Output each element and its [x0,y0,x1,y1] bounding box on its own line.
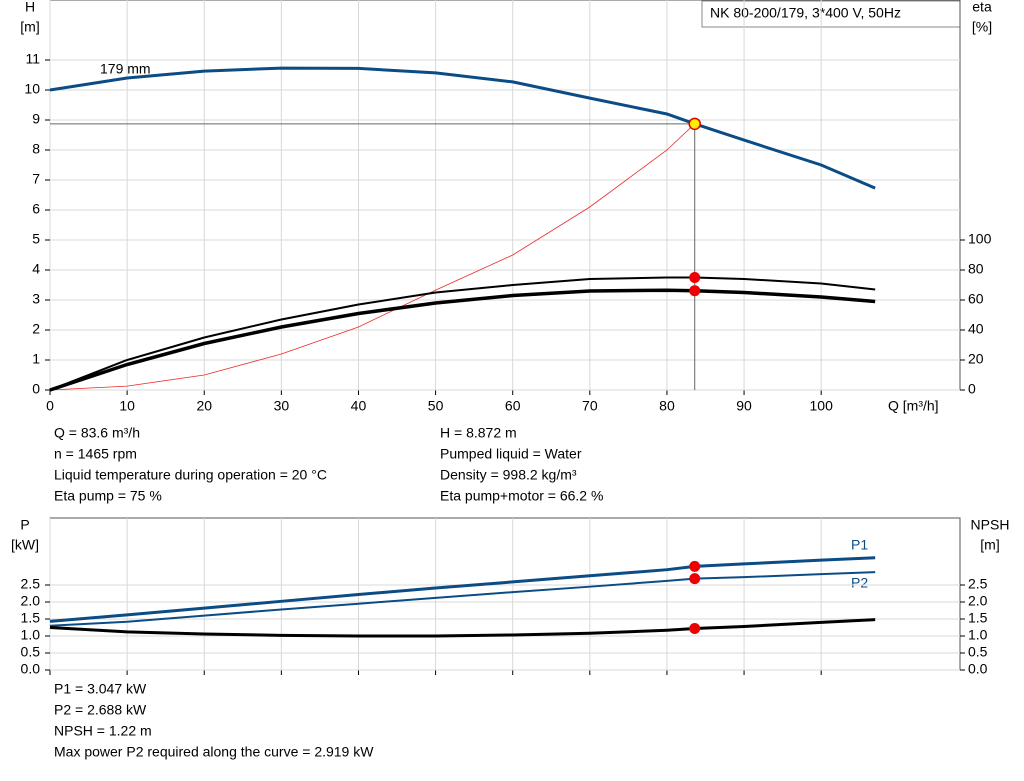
y-tick-label: 11 [25,51,40,67]
y2-tick-label: 0 [968,381,976,397]
title: NK 80-200/179, 3*400 V, 50Hz [710,5,901,21]
y-tick-label: 1.5 [21,610,41,626]
x-tick-label: 30 [274,398,290,414]
info-text: H = 8.872 m [440,425,517,441]
x-tick-label: 100 [810,398,834,414]
y-tick-label: 9 [32,111,40,127]
series-label: P1 [851,537,868,553]
y2-tick-label: 0.5 [968,644,988,660]
x-tick-label: 60 [505,398,521,414]
series-label: P2 [851,575,868,591]
y2-tick-label: 1.0 [968,627,988,643]
y-tick-label: 0.0 [21,661,41,677]
y2-tick-label: 100 [968,231,992,247]
y-tick-label: 1.0 [21,627,41,643]
info-text: Pumped liquid = Water [440,446,582,462]
operating-point [688,117,701,131]
operating-point [689,272,701,283]
info-text: Liquid temperature during operation = 20… [54,467,327,483]
y-tick-label: 3 [32,291,40,307]
curve [49,123,695,391]
x-tick-label: 20 [196,398,212,414]
curve [49,276,876,391]
curve [49,288,876,392]
y-tick-label: 6 [32,201,40,217]
y-tick-label: 2 [32,321,40,337]
series-label: 179 mm [100,61,151,77]
x-tick-label: 0 [46,398,54,414]
y2-axis-label: eta [972,0,992,15]
y2-axis-unit: [m] [980,537,999,553]
y2-tick-label: 80 [968,261,984,277]
y-tick-label: 10 [24,81,40,97]
y2-axis-label: NPSH [971,517,1010,533]
info-text: n = 1465 rpm [54,446,137,462]
y2-tick-label: 2.0 [968,593,988,609]
operating-point [689,573,701,585]
plot-frame [49,0,961,391]
y2-tick-label: 40 [968,321,984,337]
y-tick-label: 5 [32,231,40,247]
y-tick-label: 2.5 [21,576,41,592]
x-tick-label: 40 [351,398,367,414]
y2-tick-label: 60 [968,291,984,307]
y-axis-label: H [25,0,35,15]
x-tick-label: 50 [428,398,444,414]
curve [49,618,876,638]
curve [49,571,876,627]
info-text: Eta pump+motor = 66.2 % [440,488,603,504]
info-text: P1 = 3.047 kW [54,681,147,697]
info-text: Max power P2 required along the curve = … [54,744,374,760]
info-text: Q = 83.6 m³/h [54,425,140,441]
y2-tick-label: 20 [968,351,984,367]
y-tick-label: 4 [32,261,40,277]
y2-tick-label: 2.5 [968,576,988,592]
y-tick-label: 1 [32,351,40,367]
info-text: NPSH = 1.22 m [54,723,152,739]
operating-point [689,560,701,572]
info-text: P2 = 2.688 kW [54,702,147,718]
plot-frame [49,517,961,671]
y-tick-label: 0 [32,381,40,397]
y-tick-label: 8 [32,141,40,157]
x-tick-label: 80 [659,398,675,414]
operating-point [689,285,701,297]
x-axis-label: Q [m³/h] [888,398,939,414]
x-tick-label: 70 [582,398,598,414]
curve [49,556,876,623]
x-tick-label: 10 [119,398,135,414]
y-tick-label: 0.5 [21,644,41,660]
y-axis-label: P [20,517,29,533]
info-text: Density = 998.2 kg/m³ [440,467,577,483]
y-axis-unit: [kW] [11,537,39,553]
title-box [701,0,961,28]
curve [49,66,876,190]
y-axis-unit: [m] [20,19,39,35]
x-tick-label: 90 [736,398,752,414]
info-text: Eta pump = 75 % [54,488,162,504]
y2-tick-label: 0.0 [968,661,988,677]
y-tick-label: 2.0 [21,593,41,609]
y2-axis-unit: [%] [972,19,992,35]
operating-point [689,623,701,635]
y2-tick-label: 1.5 [968,610,988,626]
y-tick-label: 7 [32,171,40,187]
